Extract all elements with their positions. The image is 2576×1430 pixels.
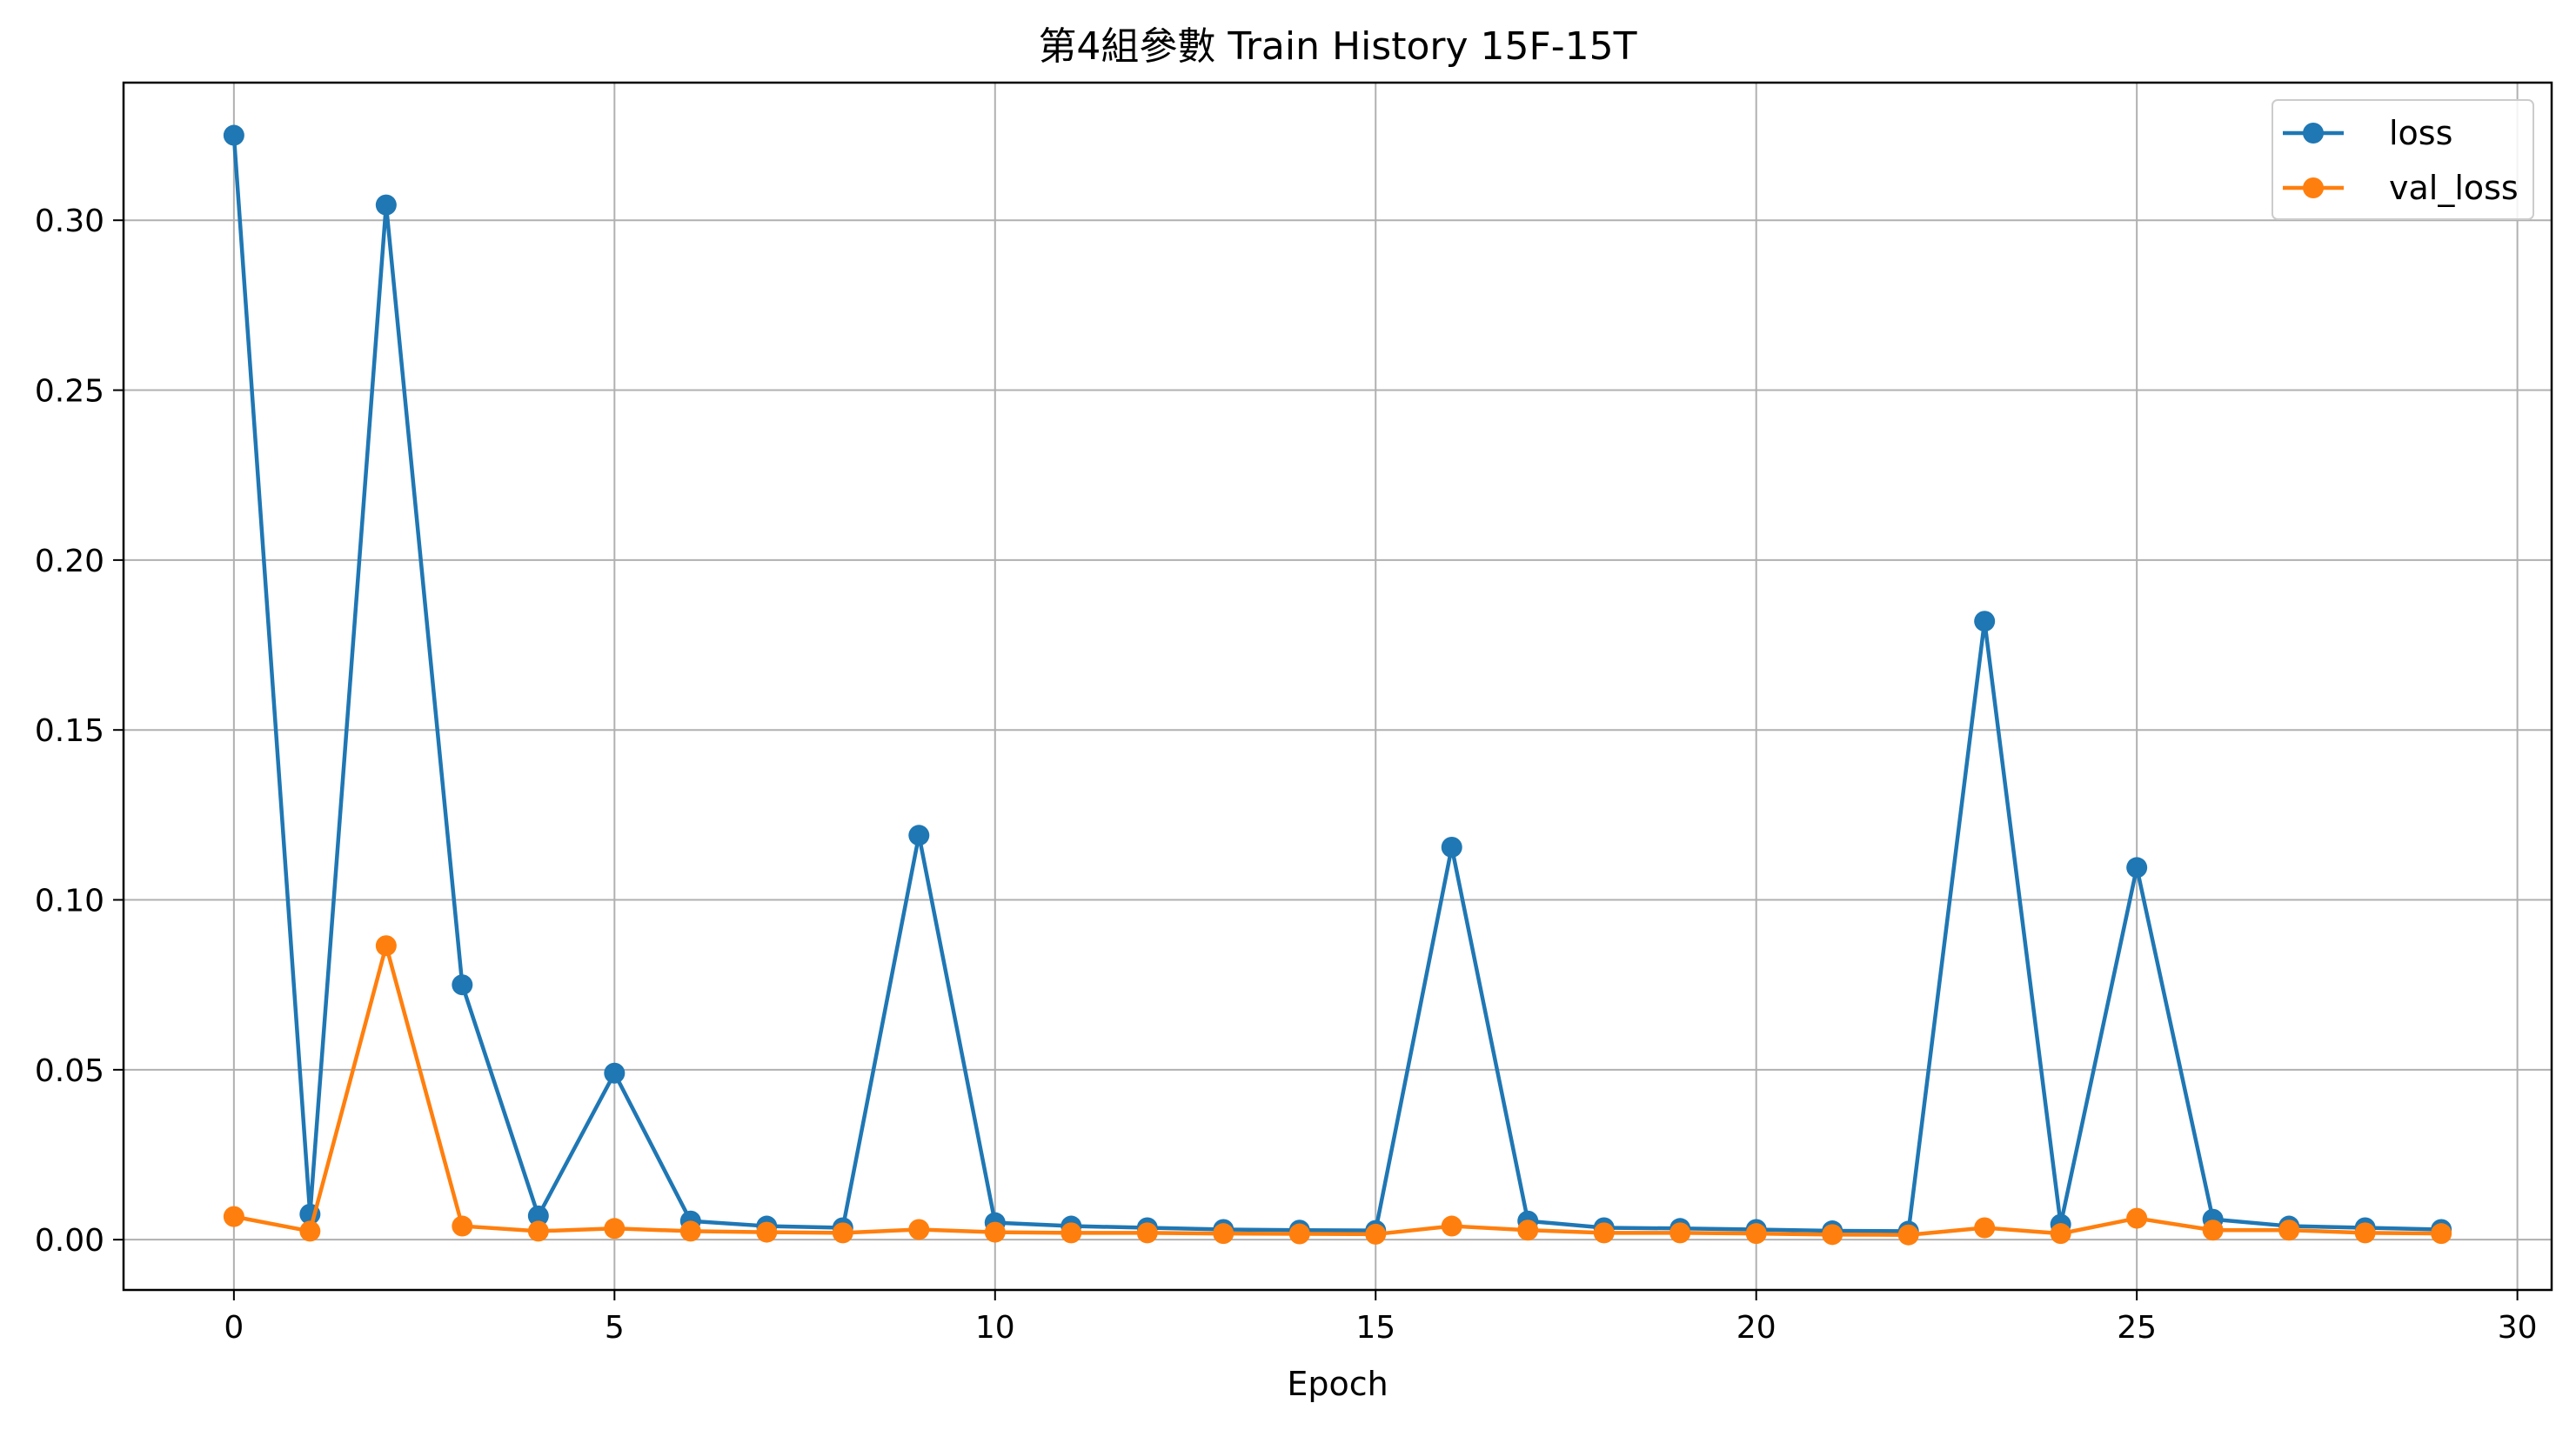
legend-marker-val-loss [2303,177,2324,198]
legend-label-val-loss: val_loss [2389,169,2519,207]
data-point-val-loss [2202,1220,2224,1241]
grid-lines [124,83,2552,1290]
y-tick-label: 0.20 [35,544,104,579]
data-point-val-loss [2431,1223,2452,1245]
data-point-val-loss [2278,1220,2300,1241]
data-point-val-loss [1669,1222,1691,1244]
y-tick-label: 0.10 [35,884,104,919]
data-point-val-loss [2354,1222,2376,1244]
data-point-loss [375,194,397,216]
data-point-val-loss [1288,1223,1310,1245]
data-point-loss [1441,836,1462,858]
data-point-val-loss [1593,1222,1615,1244]
data-point-val-loss [604,1218,626,1240]
legend-marker-loss [2303,123,2324,144]
legend: loss val_loss [2272,99,2534,220]
data-point-val-loss [1745,1223,1767,1245]
data-point-val-loss [452,1215,473,1237]
plot-frame [122,81,2553,1292]
data-point-val-loss [2050,1223,2071,1245]
x-axis-label: Epoch [1287,1365,1388,1403]
legend-label-loss: loss [2389,114,2452,152]
y-tick-label: 0.00 [35,1223,104,1259]
data-point-val-loss [1897,1224,1919,1246]
x-tick-label: 5 [605,1310,625,1346]
data-point-val-loss [2126,1207,2148,1229]
series-line-loss [231,135,2442,1233]
data-point-val-loss [1822,1224,1843,1246]
x-tick-label: 15 [1355,1310,1395,1346]
data-point-loss [908,825,930,846]
y-tick-label: 0.05 [35,1053,104,1089]
data-point-val-loss [832,1222,853,1244]
data-point-val-loss [908,1219,930,1240]
data-point-loss [2126,857,2148,879]
data-point-val-loss [1136,1222,1158,1244]
data-point-val-loss [679,1220,701,1242]
series-line-val-loss [233,944,2442,1237]
y-tick-label: 0.30 [35,204,104,239]
data-point-val-loss [1061,1222,1082,1244]
data-point-val-loss [1365,1223,1387,1245]
data-point-loss [527,1205,549,1226]
data-point-val-loss [1974,1217,1996,1239]
data-point-val-loss [299,1220,321,1242]
data-point-val-loss [984,1221,1006,1243]
series-layer [223,124,2452,1246]
data-point-val-loss [756,1221,778,1243]
x-tick-label: 10 [975,1310,1015,1346]
data-point-loss [452,974,473,996]
data-point-val-loss [527,1220,549,1242]
y-tick-label: 0.15 [35,713,104,749]
data-point-loss [1974,611,1996,632]
data-point-val-loss [1517,1220,1539,1241]
chart-title: 第4組參數 Train History 15F-15T [1038,24,1636,69]
data-point-loss [223,124,244,146]
data-point-val-loss [1213,1223,1234,1245]
data-point-val-loss [375,935,397,957]
axis-ticks: 0 5 10 15 20 25 30 0.00 0.05 0.10 0.15 0.20 0.25 0.30 [35,204,2538,1346]
data-point-val-loss [1441,1215,1462,1237]
y-tick-label: 0.25 [35,374,104,410]
data-point-loss [604,1062,626,1084]
x-tick-label: 0 [224,1310,244,1346]
x-tick-label: 20 [1736,1310,1776,1346]
x-tick-label: 30 [2498,1310,2538,1346]
data-point-val-loss [223,1206,244,1227]
x-tick-label: 25 [2117,1310,2157,1346]
